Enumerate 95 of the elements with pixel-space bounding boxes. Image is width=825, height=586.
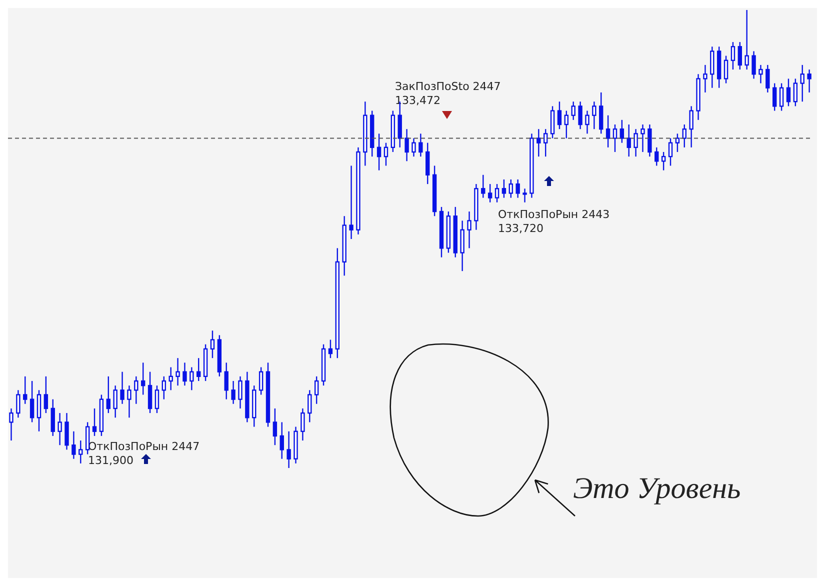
candlestick — [668, 138, 673, 166]
candlestick — [766, 64, 770, 94]
text: Это Уровень — [573, 472, 741, 505]
candlestick — [508, 178, 513, 198]
candlestick — [349, 165, 354, 240]
candlestick — [210, 330, 215, 359]
candlestick — [148, 371, 152, 414]
candlestick — [36, 390, 42, 432]
candlestick — [258, 366, 264, 396]
candlestick — [92, 408, 97, 437]
candlestick — [286, 430, 291, 468]
candlestick — [460, 220, 464, 272]
candlestick — [328, 339, 333, 359]
candlestick — [626, 124, 631, 158]
candlestick — [272, 408, 278, 446]
candlestick — [16, 390, 20, 418]
candlestick — [724, 55, 728, 84]
candlestick — [752, 50, 756, 80]
candlestick — [72, 430, 76, 460]
candlestick — [592, 101, 596, 130]
annotation: ОткПозПоРын 2443 133,720 — [498, 208, 610, 235]
candlestick — [23, 376, 28, 404]
candlestick — [140, 362, 146, 396]
candlestick — [557, 101, 562, 130]
candlestick — [50, 398, 55, 437]
candlestick — [168, 366, 173, 391]
candlestick — [661, 151, 666, 171]
candlestick — [738, 41, 742, 70]
candlestick — [190, 366, 194, 391]
candlestick — [308, 390, 312, 423]
candlestick — [640, 124, 645, 153]
candlestick — [703, 64, 708, 94]
candlestick — [426, 142, 430, 185]
candlestick — [689, 106, 694, 148]
candlestick — [634, 128, 638, 158]
candlestick — [412, 138, 416, 158]
candlestick — [494, 183, 500, 203]
candlestick — [612, 124, 618, 153]
candlestick — [280, 422, 284, 460]
candlestick — [578, 101, 582, 130]
candlestick — [779, 82, 784, 112]
candlestick — [85, 422, 90, 455]
candlestick — [58, 412, 62, 446]
candlestick — [113, 384, 118, 418]
candlestick — [710, 46, 714, 88]
candlestick — [418, 133, 423, 158]
candlestick — [467, 210, 472, 249]
candlestick — [120, 371, 124, 404]
candlestick — [196, 357, 201, 382]
candlestick — [550, 106, 555, 139]
candlestick — [106, 376, 110, 414]
candlestick — [238, 376, 242, 410]
candlestick — [682, 124, 686, 148]
candlestick — [800, 64, 804, 102]
candlestick — [786, 78, 791, 107]
candlestick — [224, 362, 228, 400]
candlestick — [376, 133, 382, 171]
candlestick — [30, 380, 34, 423]
candlestick — [44, 376, 48, 414]
candlestick — [231, 380, 236, 404]
candlestick — [502, 178, 506, 198]
candlestick — [606, 114, 610, 148]
annotation: ЗакПозПоSto 2447 133,472 — [395, 80, 501, 107]
candlestick — [730, 41, 736, 70]
candlestick — [793, 78, 798, 107]
candlestick — [481, 174, 486, 198]
candlestick — [64, 412, 69, 450]
annotation: ОткПозПоРын 2447 131,900 — [88, 440, 200, 467]
candlestick — [127, 384, 132, 418]
candlestick — [585, 110, 590, 134]
candlestick — [162, 376, 166, 400]
candlestick — [654, 146, 659, 166]
candlestick — [758, 64, 763, 84]
candlestick — [522, 188, 527, 203]
candlestick — [536, 128, 541, 158]
candlestick — [599, 92, 604, 134]
candlestick — [176, 357, 180, 386]
candlestick — [404, 128, 409, 162]
candlestick — [488, 183, 492, 203]
candlestick — [620, 119, 624, 144]
candlestick — [78, 440, 83, 464]
candlestick — [648, 124, 652, 158]
candlestick — [314, 376, 319, 404]
candlestick — [154, 384, 160, 414]
candlestick — [182, 362, 187, 386]
candlestick — [807, 68, 812, 94]
candlestick — [772, 82, 777, 112]
candlestick — [300, 408, 305, 442]
candlestick — [384, 142, 388, 166]
candlestick — [564, 110, 569, 139]
candlestick — [571, 101, 576, 121]
candlestick — [675, 133, 680, 153]
candlestick — [134, 376, 138, 404]
candlestick — [543, 128, 548, 158]
candlestick — [516, 178, 520, 198]
